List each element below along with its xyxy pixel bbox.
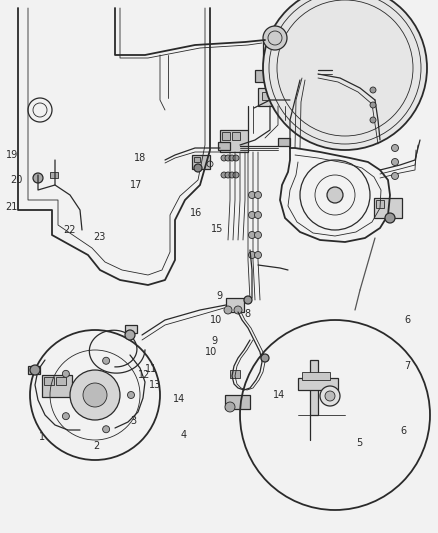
Circle shape — [125, 330, 135, 340]
FancyBboxPatch shape — [218, 142, 230, 150]
Text: 6: 6 — [400, 426, 406, 435]
Circle shape — [320, 386, 340, 406]
FancyBboxPatch shape — [220, 130, 248, 152]
Text: 15: 15 — [211, 224, 223, 234]
Text: 23: 23 — [94, 232, 106, 241]
FancyBboxPatch shape — [226, 298, 244, 312]
FancyBboxPatch shape — [376, 200, 384, 208]
Circle shape — [225, 172, 231, 178]
Circle shape — [70, 370, 120, 420]
Circle shape — [370, 117, 376, 123]
Circle shape — [233, 155, 239, 161]
FancyBboxPatch shape — [42, 375, 72, 397]
Text: 21: 21 — [5, 202, 17, 212]
Circle shape — [102, 357, 110, 364]
FancyBboxPatch shape — [302, 372, 330, 380]
Circle shape — [325, 391, 335, 401]
Text: 22: 22 — [63, 225, 75, 235]
Text: 16: 16 — [190, 208, 202, 218]
Circle shape — [127, 392, 134, 399]
Circle shape — [83, 383, 107, 407]
Circle shape — [261, 354, 269, 362]
FancyBboxPatch shape — [278, 138, 290, 146]
Text: 12: 12 — [138, 370, 151, 380]
Text: 2: 2 — [93, 441, 99, 450]
FancyBboxPatch shape — [232, 132, 240, 140]
Circle shape — [224, 306, 232, 314]
FancyBboxPatch shape — [255, 70, 265, 82]
Text: 19: 19 — [6, 150, 18, 159]
Text: 4: 4 — [181, 430, 187, 440]
Text: 18: 18 — [134, 153, 146, 163]
FancyBboxPatch shape — [275, 72, 305, 82]
Text: 20: 20 — [11, 175, 23, 185]
FancyBboxPatch shape — [310, 360, 318, 415]
Text: 14: 14 — [173, 394, 185, 403]
Text: 14: 14 — [273, 391, 286, 400]
Circle shape — [225, 155, 231, 161]
Circle shape — [370, 87, 376, 93]
FancyBboxPatch shape — [225, 395, 250, 409]
Text: 8: 8 — [244, 310, 251, 319]
Circle shape — [392, 173, 399, 180]
Text: 5: 5 — [356, 439, 362, 448]
FancyBboxPatch shape — [192, 155, 210, 169]
Circle shape — [33, 173, 43, 183]
Text: 10: 10 — [205, 347, 217, 357]
Circle shape — [248, 252, 255, 259]
Circle shape — [248, 212, 255, 219]
Circle shape — [221, 172, 227, 178]
FancyBboxPatch shape — [194, 157, 200, 162]
FancyBboxPatch shape — [125, 325, 137, 333]
Circle shape — [30, 365, 40, 375]
Circle shape — [234, 306, 242, 314]
Circle shape — [62, 370, 69, 377]
Circle shape — [229, 155, 235, 161]
Text: 9: 9 — [212, 336, 218, 346]
FancyBboxPatch shape — [222, 132, 230, 140]
Circle shape — [225, 402, 235, 412]
Text: 10: 10 — [210, 315, 223, 325]
FancyBboxPatch shape — [28, 366, 40, 374]
FancyBboxPatch shape — [50, 172, 58, 178]
Circle shape — [102, 426, 110, 433]
Text: 3: 3 — [131, 416, 137, 426]
Text: 9: 9 — [216, 292, 222, 301]
Circle shape — [263, 0, 427, 150]
Circle shape — [327, 187, 343, 203]
Text: 1: 1 — [39, 432, 45, 442]
Circle shape — [392, 158, 399, 166]
FancyBboxPatch shape — [263, 40, 318, 70]
Text: 7: 7 — [404, 361, 410, 370]
FancyBboxPatch shape — [230, 370, 240, 378]
Circle shape — [233, 172, 239, 178]
Text: 11: 11 — [145, 364, 158, 374]
Circle shape — [248, 191, 255, 198]
Circle shape — [392, 144, 399, 151]
Circle shape — [254, 191, 261, 198]
Circle shape — [254, 212, 261, 219]
Circle shape — [254, 252, 261, 259]
Circle shape — [385, 213, 395, 223]
Circle shape — [194, 164, 202, 172]
Text: 17: 17 — [130, 181, 142, 190]
FancyBboxPatch shape — [44, 377, 54, 385]
FancyBboxPatch shape — [56, 377, 66, 385]
Circle shape — [229, 172, 235, 178]
Text: 13: 13 — [149, 380, 162, 390]
Circle shape — [244, 296, 252, 304]
Circle shape — [221, 155, 227, 161]
Text: 6: 6 — [404, 315, 410, 325]
Circle shape — [62, 413, 69, 419]
FancyBboxPatch shape — [298, 378, 338, 390]
FancyBboxPatch shape — [262, 92, 272, 100]
Circle shape — [254, 231, 261, 238]
Circle shape — [370, 102, 376, 108]
Circle shape — [263, 26, 287, 50]
FancyBboxPatch shape — [374, 198, 402, 218]
Circle shape — [248, 231, 255, 238]
FancyBboxPatch shape — [258, 88, 288, 106]
